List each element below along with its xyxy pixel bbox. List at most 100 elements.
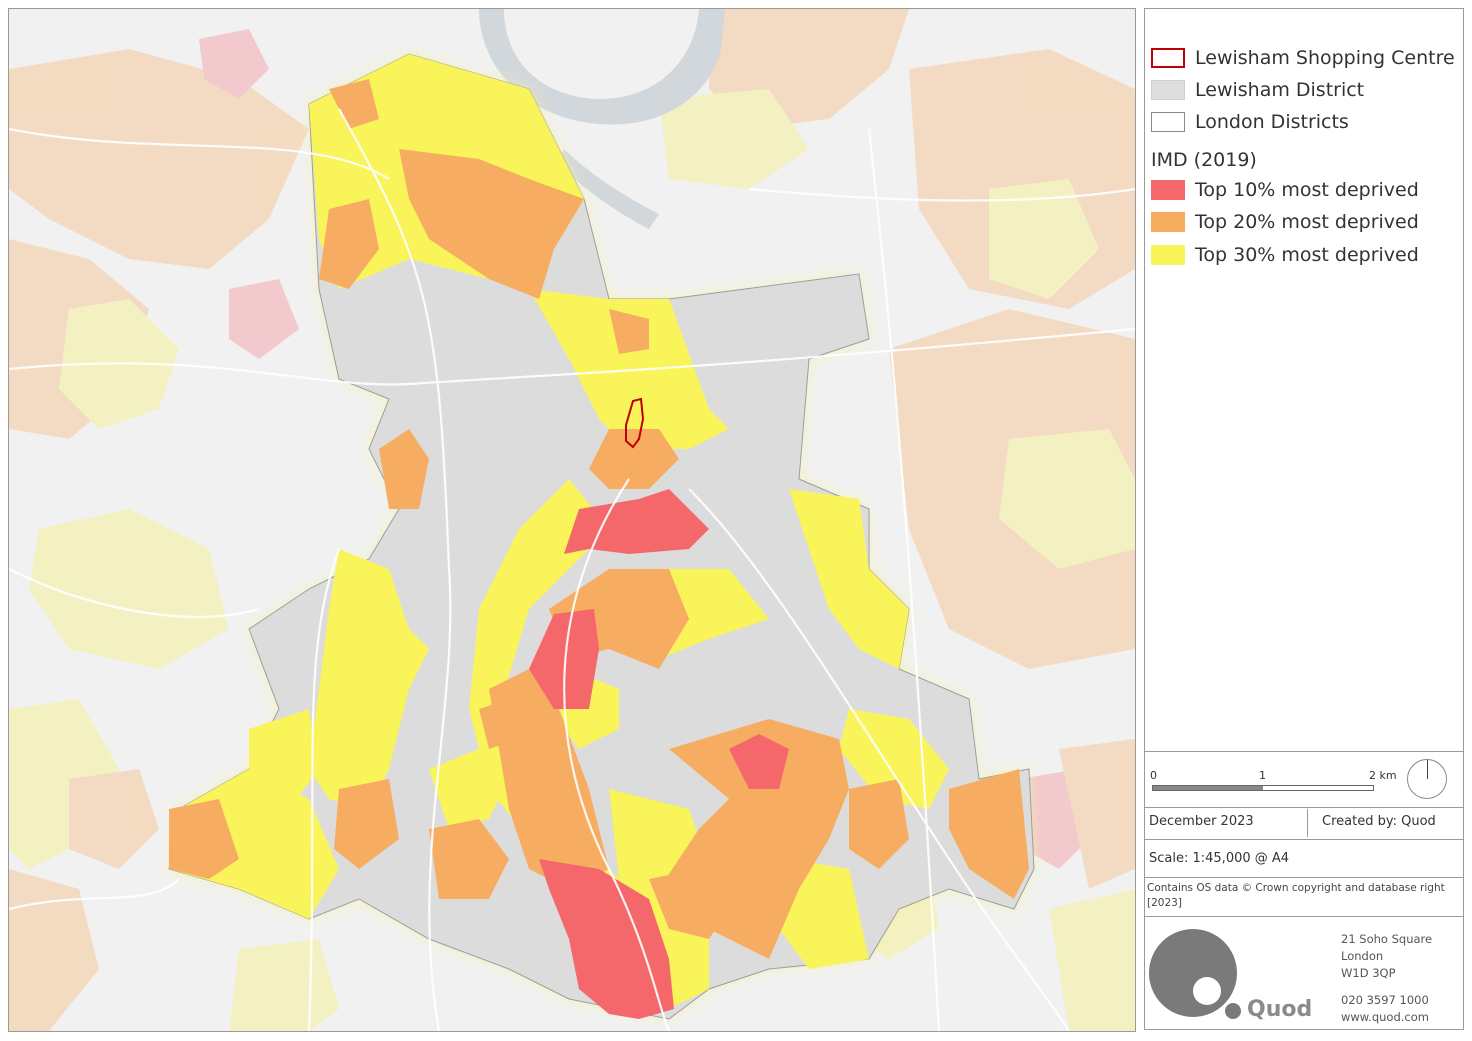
road (867, 128, 941, 1031)
legend-item-shopping-centre: Lewisham Shopping Centre (1151, 47, 1455, 69)
faded-area (199, 29, 269, 99)
scale-label-0: 0 (1150, 769, 1157, 782)
area-top-20 (319, 199, 379, 289)
shopping-centre-swatch (1151, 48, 1185, 68)
legend-item-top-20: Top 20% most deprived (1151, 211, 1419, 233)
legend-label: Lewisham Shopping Centre (1195, 47, 1455, 69)
legend-label: Top 10% most deprived (1195, 179, 1419, 201)
road (307, 548, 341, 1031)
deprivation-top-30 (169, 54, 949, 1014)
created-by: Created by: Quod (1322, 814, 1436, 829)
faded-area (9, 699, 119, 869)
area-top-20 (609, 309, 649, 354)
legend-item-london-districts: London Districts (1151, 111, 1349, 133)
address-line-1: 21 Soho Square (1341, 932, 1433, 946)
area-top-20 (169, 799, 239, 879)
divider (1145, 751, 1463, 752)
legend-item-district: Lewisham District (1151, 79, 1364, 101)
faded-area (1059, 739, 1135, 889)
road (9, 568, 260, 618)
quod-logo: Quod (1147, 929, 1317, 1024)
area-top-20 (479, 699, 519, 749)
faded-area (1049, 889, 1135, 1031)
scale-bar (1152, 785, 1374, 791)
legend-panel: Lewisham Shopping Centre Lewisham Distri… (1144, 8, 1464, 1030)
faded-area (229, 939, 339, 1031)
deprivation-top-10 (529, 489, 789, 1019)
legend-label: Top 20% most deprived (1195, 211, 1419, 233)
area-top-30 (779, 859, 869, 969)
scale-label-1: 1 (1259, 769, 1266, 782)
area-top-20 (489, 669, 609, 889)
area-top-30 (839, 709, 949, 809)
area-top-30 (469, 479, 669, 1014)
north-arrow-icon (1407, 759, 1447, 799)
top-10-swatch (1151, 180, 1185, 200)
faded-area (709, 9, 909, 129)
phone-number: 020 3597 1000 (1341, 993, 1429, 1007)
river-thames (479, 9, 725, 125)
surrounding-deprivation-areas (9, 9, 1135, 1031)
area-top-10 (729, 734, 789, 789)
faded-area (9, 869, 99, 1031)
lewisham-shopping-centre[interactable] (625, 397, 645, 449)
map-frame[interactable] (8, 8, 1136, 1032)
divider (1145, 839, 1463, 840)
faded-area (9, 49, 309, 269)
logo-circle-inner (1193, 977, 1221, 1005)
logo-circle-large (1149, 929, 1237, 1017)
road (688, 488, 1070, 1031)
divider (1145, 807, 1463, 808)
faded-area (9, 239, 149, 439)
website-link[interactable]: www.quod.com (1341, 1010, 1429, 1024)
faded-area (889, 309, 1135, 669)
top-30-swatch (1151, 245, 1185, 265)
area-top-20 (649, 869, 729, 939)
map-scale: Scale: 1:45,000 @ A4 (1149, 851, 1290, 866)
river-thames-lower (557, 149, 659, 229)
legend-label: Lewisham District (1195, 79, 1365, 101)
area-top-20 (849, 779, 909, 869)
area-top-30 (529, 289, 729, 449)
road (563, 478, 671, 1031)
area-top-30 (429, 749, 509, 829)
road (9, 327, 1135, 386)
top-20-swatch (1151, 212, 1185, 232)
address-line-2: London (1341, 949, 1384, 963)
area-top-20 (329, 79, 379, 129)
road (748, 187, 1135, 202)
area-top-20 (334, 779, 399, 869)
area-top-20 (589, 429, 679, 489)
faded-area (69, 769, 159, 869)
legend-item-top-30: Top 30% most deprived (1151, 244, 1419, 266)
scale-bar-filled-segment (1153, 786, 1263, 790)
address-line-3: W1D 3QP (1341, 966, 1396, 980)
logo-dot (1225, 1003, 1241, 1019)
area-top-10 (539, 859, 674, 1019)
area-top-30 (789, 489, 909, 669)
road (9, 127, 390, 180)
legend-label: Top 30% most deprived (1195, 244, 1419, 266)
area-top-10 (529, 609, 599, 709)
road (338, 108, 452, 1031)
faded-area (989, 179, 1099, 299)
area-top-20 (949, 769, 1029, 899)
area-top-20 (399, 149, 584, 299)
copyright-notice: Contains OS data © Crown copyright and d… (1147, 882, 1445, 909)
area-top-20 (379, 429, 429, 509)
faded-area (909, 49, 1135, 309)
area-top-30 (309, 549, 429, 809)
legend-label: London Districts (1195, 111, 1349, 133)
logo-wordmark: Quod (1247, 997, 1313, 1022)
faded-area (1019, 769, 1099, 869)
map-date: December 2023 (1149, 814, 1254, 829)
footer-separator (1307, 809, 1308, 837)
faded-area (229, 279, 299, 359)
area-top-10 (564, 489, 709, 554)
map-canvas[interactable] (9, 9, 1135, 1031)
faded-area (999, 429, 1135, 569)
scale-label-2: 2 km (1369, 769, 1397, 782)
road (9, 878, 180, 911)
faded-area (659, 89, 809, 189)
imd-heading: IMD (2019) (1151, 149, 1257, 171)
